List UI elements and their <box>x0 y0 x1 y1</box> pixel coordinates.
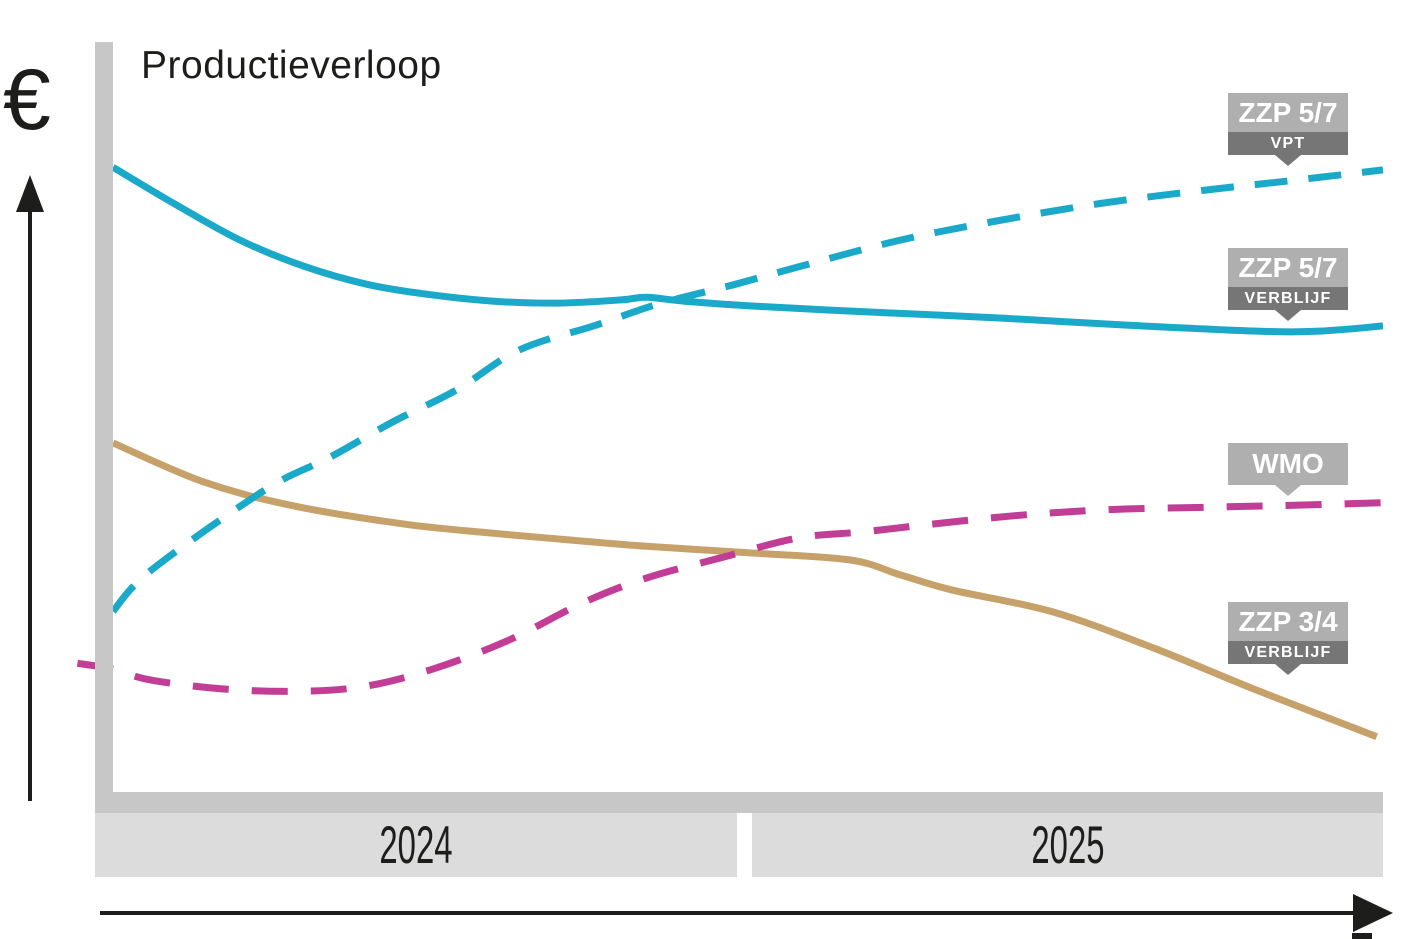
x-axis-period-2024: 2024 <box>95 813 737 877</box>
callout-sub-label: VERBLIJF <box>1228 641 1348 664</box>
callout-main-label: ZZP 3/4 <box>1228 602 1348 641</box>
year-label: 2025 <box>1030 815 1105 875</box>
year-band-2025 <box>752 813 1383 877</box>
callout-main-label: ZZP 5/7 <box>1228 93 1348 132</box>
callout-wmo: WMO <box>1228 443 1348 496</box>
callout-zzp57-verblijf: ZZP 5/7 VERBLIJF <box>1228 248 1348 321</box>
callout-pointer-icon <box>1275 155 1301 166</box>
series-line-zzp-5-7-vpt <box>110 166 1384 614</box>
callout-pointer-icon <box>1275 485 1301 496</box>
callout-main-label: ZZP 5/7 <box>1228 248 1348 287</box>
callout-zzp57-vpt: ZZP 5/7 VPT <box>1228 93 1348 166</box>
x-axis-arrow-head <box>1353 894 1393 932</box>
series-line-zzp-5-7-verblijf <box>111 164 1384 336</box>
callout-pointer-icon <box>1275 664 1301 675</box>
callout-sub-label: VERBLIJF <box>1228 287 1348 310</box>
year-band-2024 <box>95 813 737 877</box>
series-line-wmo <box>76 499 1384 695</box>
y-axis-euro-symbol: € <box>3 52 51 148</box>
x-axis-period-2025: 2025 <box>752 813 1383 877</box>
axis-bars <box>95 42 1383 877</box>
x-axis-title-clipped <box>1352 933 1372 939</box>
callout-sub-label: VPT <box>1228 132 1348 155</box>
series-line-zzp-3-4-verblijf <box>111 439 1378 740</box>
y-axis-bar <box>95 42 113 813</box>
axis-arrows <box>16 175 1393 939</box>
chart-title: Productieverloop <box>141 44 442 87</box>
series-lines <box>76 164 1384 740</box>
year-label: 2024 <box>379 815 453 875</box>
callout-pointer-icon <box>1275 310 1301 321</box>
y-axis-arrow-head <box>16 175 44 212</box>
x-axis-bar <box>95 792 1383 813</box>
callout-zzp34-verblijf: ZZP 3/4 VERBLIJF <box>1228 602 1348 675</box>
callout-main-label: WMO <box>1228 443 1348 485</box>
